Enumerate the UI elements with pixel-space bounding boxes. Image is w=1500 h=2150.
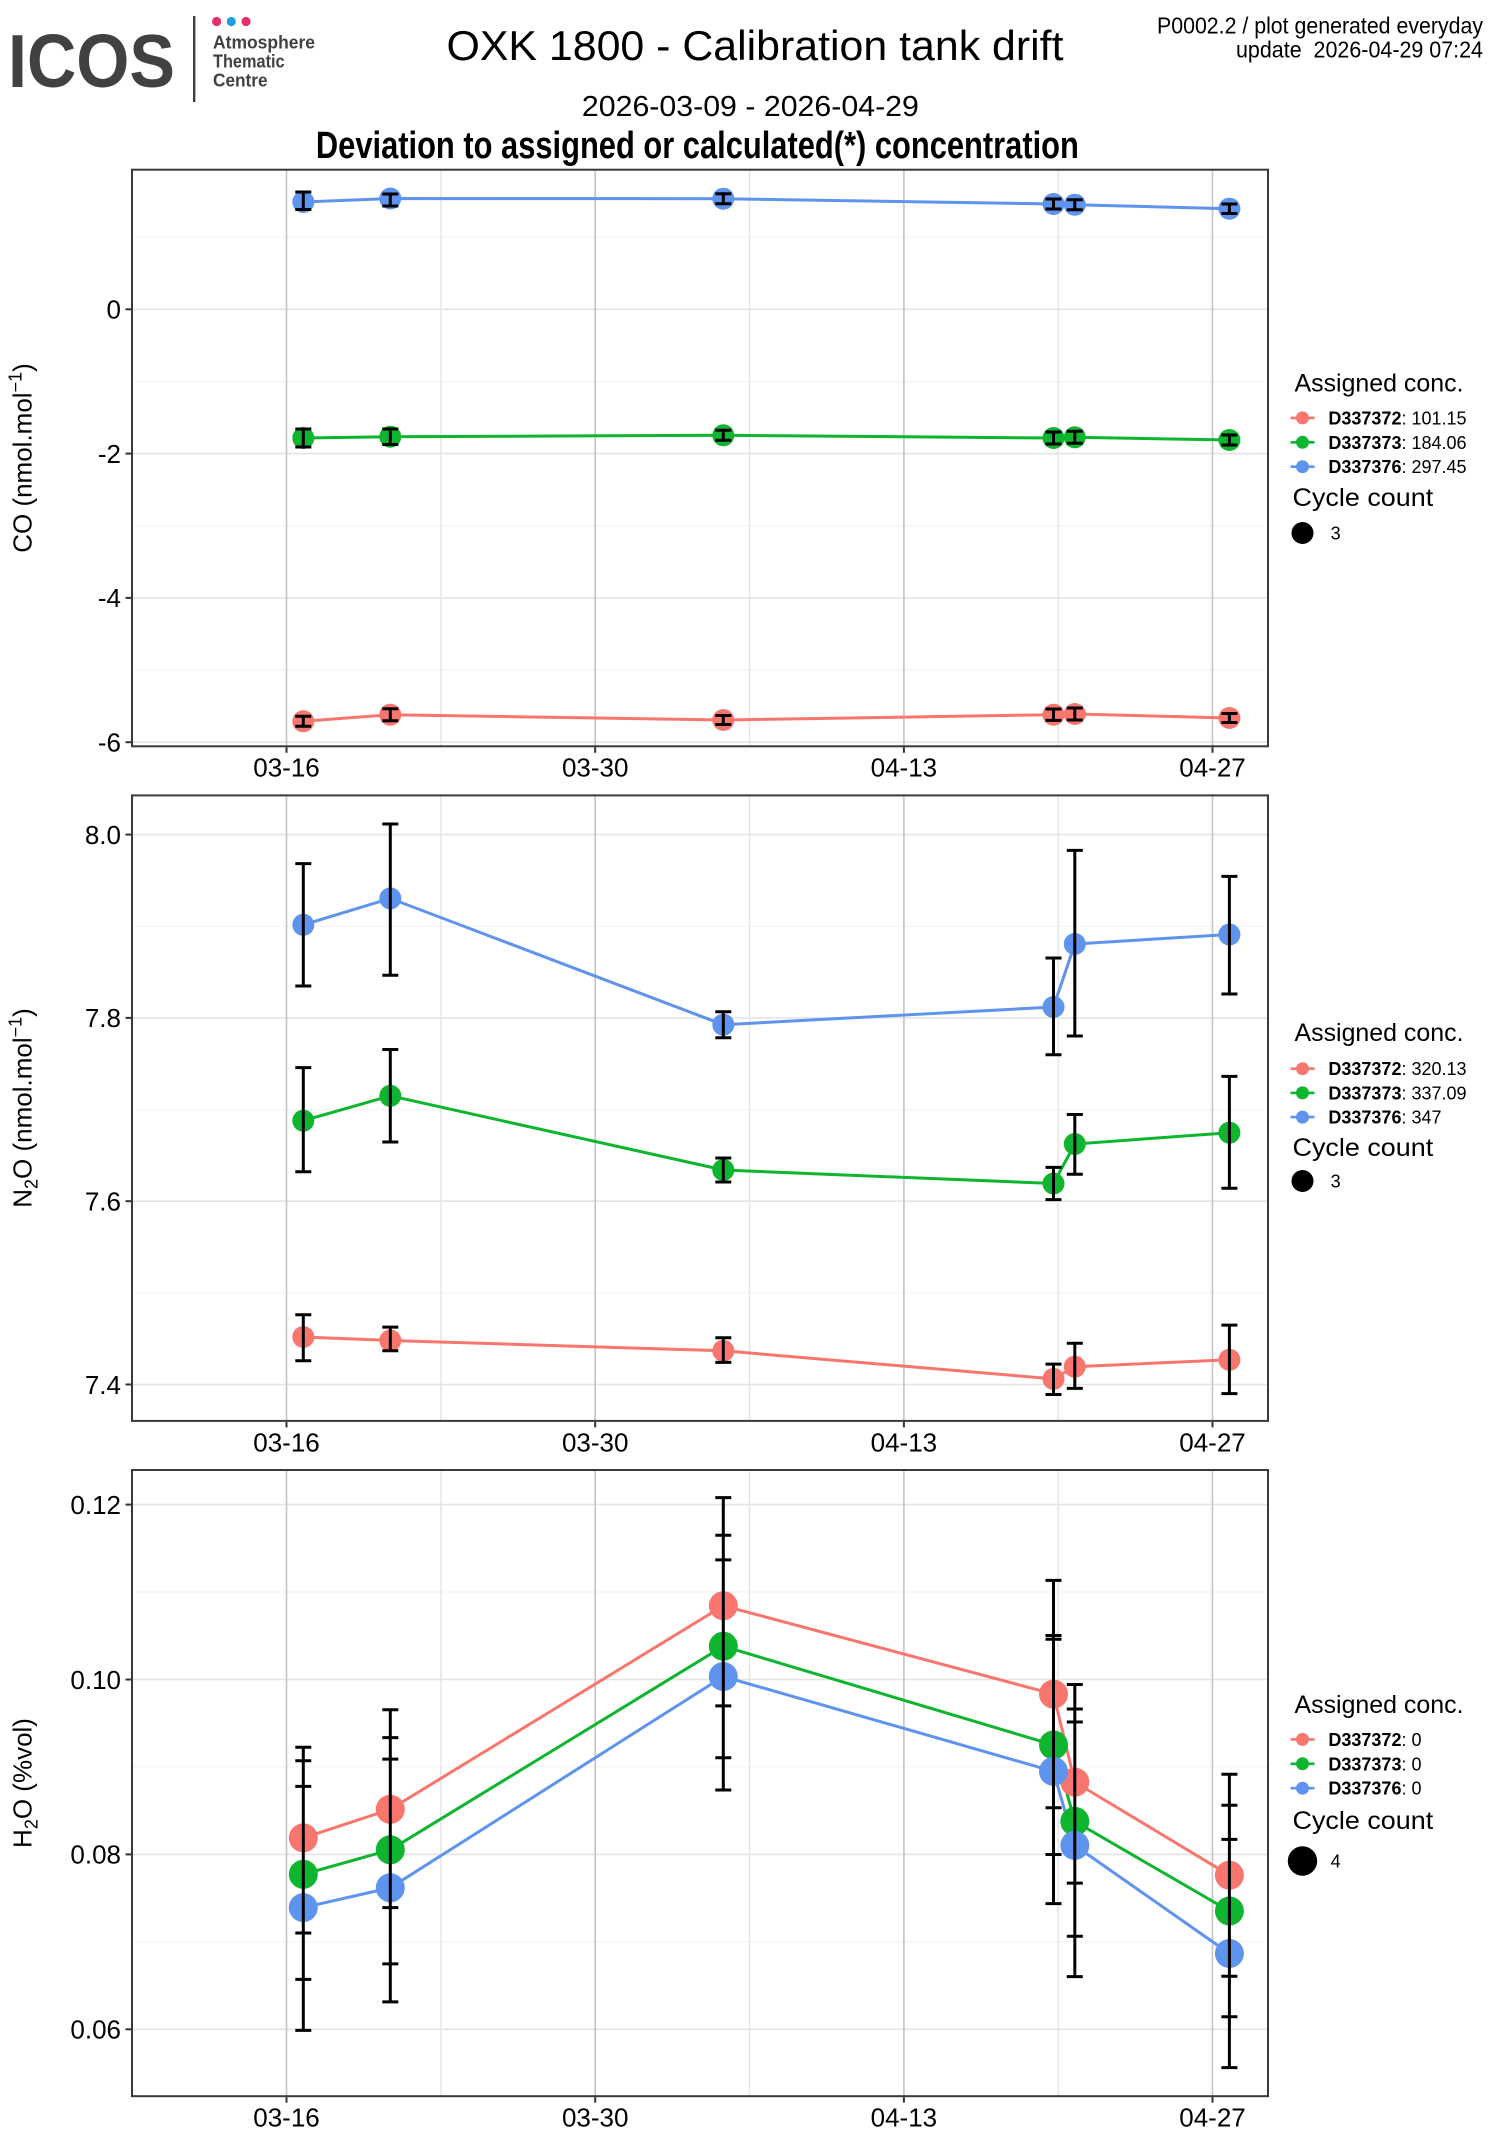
svg-text:D337376: 0: D337376: 0 [1328,1779,1421,1799]
svg-text:7.6: 7.6 [85,1187,121,1217]
svg-text:03-30: 03-30 [562,1428,629,1458]
svg-text:OXK 1800 - Calibration tank dr: OXK 1800 - Calibration tank drift [447,22,1064,69]
svg-text:7.8: 7.8 [85,1003,121,1033]
svg-text:-4: -4 [98,583,121,613]
svg-text:Cycle count: Cycle count [1293,1807,1434,1835]
svg-text:D337373: 337.09: D337373: 337.09 [1328,1083,1466,1103]
svg-text:update 2026-04-29 07:24: update 2026-04-29 07:24 [1236,36,1483,62]
svg-text:7.4: 7.4 [85,1370,121,1400]
svg-text:03-16: 03-16 [253,1428,320,1458]
svg-text:8.0: 8.0 [85,820,121,850]
svg-text:D337372: 320.13: D337372: 320.13 [1328,1059,1466,1079]
svg-text:Assigned conc.: Assigned conc. [1295,1019,1464,1047]
svg-text:CO (nmol.mol−1): CO (nmol.mol−1) [6,363,38,553]
svg-text:04-27: 04-27 [1179,753,1246,783]
svg-text:D337373: 184.06: D337373: 184.06 [1328,433,1466,453]
svg-text:03-16: 03-16 [253,753,320,783]
svg-text:3: 3 [1331,524,1341,544]
svg-text:Thematic: Thematic [213,51,285,72]
svg-text:Cycle count: Cycle count [1293,484,1434,512]
svg-text:Assigned conc.: Assigned conc. [1295,370,1464,398]
svg-text:P0002.2 / plot generated every: P0002.2 / plot generated everyday [1157,13,1483,39]
svg-text:Centre: Centre [213,70,268,91]
svg-text:04-27: 04-27 [1179,2102,1246,2132]
svg-text:N2O (nmol.mol−1): N2O (nmol.mol−1) [6,1008,42,1208]
svg-text:D337373: 0: D337373: 0 [1328,1754,1421,1774]
svg-text:3: 3 [1331,1172,1341,1192]
svg-text:Cycle count: Cycle count [1293,1134,1434,1162]
svg-text:Assigned conc.: Assigned conc. [1295,1691,1464,1719]
svg-text:2026-03-09 - 2026-04-29: 2026-03-09 - 2026-04-29 [582,91,919,123]
svg-text:03-30: 03-30 [562,2102,629,2132]
svg-text:03-30: 03-30 [562,753,629,783]
svg-text:0.10: 0.10 [70,1665,121,1695]
svg-text:04-13: 04-13 [871,1428,938,1458]
svg-text:04-13: 04-13 [871,2102,938,2132]
svg-text:Atmosphere: Atmosphere [213,32,315,53]
svg-text:D337376: 347: D337376: 347 [1328,1108,1441,1128]
svg-text:-6: -6 [98,728,121,758]
svg-text:0: 0 [107,295,121,325]
svg-text:ICOS: ICOS [8,19,175,103]
svg-text:04-27: 04-27 [1179,1428,1246,1458]
svg-text:04-13: 04-13 [871,753,938,783]
svg-text:03-16: 03-16 [253,2102,320,2132]
svg-text:0.08: 0.08 [70,1840,121,1870]
svg-text:D337376: 297.45: D337376: 297.45 [1328,457,1466,477]
svg-text:D337372: 101.15: D337372: 101.15 [1328,408,1466,428]
svg-text:-2: -2 [98,439,121,469]
svg-text:4: 4 [1331,1852,1341,1872]
svg-text:Deviation to assigned or calcu: Deviation to assigned or calculated(*) c… [316,125,1079,167]
svg-text:0.12: 0.12 [70,1490,121,1520]
svg-text:D337372: 0: D337372: 0 [1328,1730,1421,1750]
svg-text:0.06: 0.06 [70,2015,121,2045]
